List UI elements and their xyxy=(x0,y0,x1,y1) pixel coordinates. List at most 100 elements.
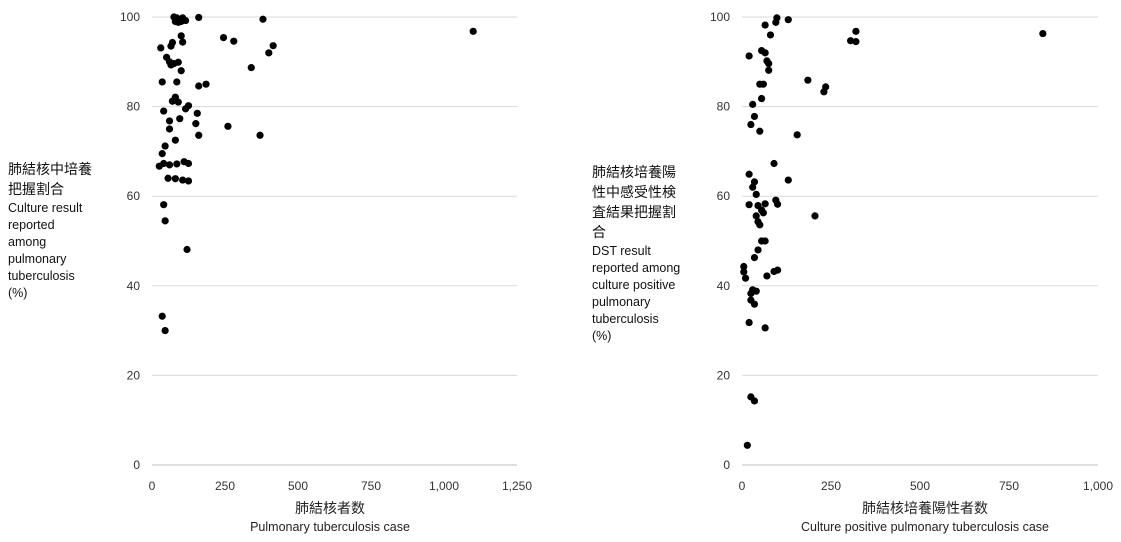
chart-2-point xyxy=(774,200,782,208)
chart-2-x-tick-label: 750 xyxy=(999,479,1019,493)
chart-1-point xyxy=(181,16,190,25)
chart-1-point xyxy=(165,117,174,125)
chart-1-point xyxy=(202,80,210,88)
chart-2-y-title-jp-line: 合 xyxy=(592,225,606,241)
chart-1-y-tick-label: 0 xyxy=(133,458,140,472)
chart-1-y-title-en-line: (%) xyxy=(8,286,28,300)
chart-1-point xyxy=(177,32,185,40)
chart-2-point xyxy=(756,221,764,229)
chart-1-point xyxy=(195,131,203,139)
chart-1-point xyxy=(247,64,255,72)
chart-2-point xyxy=(770,159,778,168)
chart-2-point xyxy=(846,37,855,45)
chart-2-point xyxy=(772,18,780,26)
chart-1-point xyxy=(155,162,163,170)
chart-2-x-axis-title: 肺結核培養陽性者数 Culture positive pulmonary tub… xyxy=(760,499,1090,535)
chart-1-y-tick-label: 40 xyxy=(127,279,141,293)
chart-2-y-title-en-line: (%) xyxy=(592,329,612,343)
chart-1-point xyxy=(256,131,264,139)
chart-1-point xyxy=(184,159,193,168)
chart-2-y-title-jp-line: 性中感受性検 xyxy=(592,185,676,201)
chart-2-y-title-jp-line: 査結果把握割 xyxy=(592,205,676,221)
chart-1-point xyxy=(157,44,165,52)
chart-2-point xyxy=(852,27,860,35)
chart-2-point xyxy=(770,267,778,276)
chart-1-point xyxy=(171,17,179,26)
chart-1-point xyxy=(160,107,168,115)
chart-1-y-title-en-line: reported xyxy=(8,218,55,232)
chart-1-point xyxy=(173,160,181,168)
chart-1-y-title-jp-line: 把握割合 xyxy=(8,182,64,198)
chart-1-x-tick-label: 500 xyxy=(288,479,308,493)
chart-2-x-title-jp: 肺結核培養陽性者数 xyxy=(862,501,988,517)
chart-2-point xyxy=(765,59,773,68)
chart-2-point xyxy=(761,237,769,245)
chart-2-y-title-en-line: pulmonary xyxy=(592,295,651,309)
chart-2-point xyxy=(752,212,760,220)
chart-1-point xyxy=(158,78,166,86)
chart-1-y-tick-label: 80 xyxy=(127,100,141,114)
chart-1-y-tick-label: 60 xyxy=(127,189,141,203)
chart-2-point xyxy=(756,127,764,135)
chart-2-point xyxy=(750,397,759,405)
chart-2-plot: 0 20 40 60 80 100 0 250 500 750 1,000 xyxy=(710,10,1113,493)
chart-2-point xyxy=(743,441,751,449)
chart-1-point xyxy=(165,161,174,169)
chart-1-point xyxy=(195,13,203,22)
chart-1-point xyxy=(181,105,190,113)
chart-2-point xyxy=(750,112,759,121)
chart-1-point xyxy=(158,312,166,320)
chart-2-y-title-en-line: DST result xyxy=(592,244,651,258)
chart-1-point xyxy=(179,38,187,46)
chart-2-point xyxy=(745,201,753,209)
chart-2-point xyxy=(747,120,755,129)
chart-1-x-tick-label: 250 xyxy=(215,479,235,493)
chart-2-point xyxy=(852,38,860,46)
chart-1-point xyxy=(161,327,169,335)
chart-2-point xyxy=(763,272,771,280)
chart-2-point xyxy=(759,209,767,217)
chart-1-point xyxy=(183,245,191,254)
chart-2-point xyxy=(750,300,759,308)
chart-1-y-title-jp-line: 肺結核中培養 xyxy=(8,162,92,178)
chart-1-point xyxy=(219,34,228,42)
chart-1-plot: 0 20 40 60 80 100 0 250 500 750 1,000 1,250 xyxy=(120,10,532,493)
chart-2-point xyxy=(740,262,748,271)
chart-1-point xyxy=(269,42,277,50)
chart-1-point xyxy=(265,49,273,57)
chart-2-point xyxy=(1039,29,1047,38)
chart-2-y-tick-label: 0 xyxy=(723,458,730,472)
chart-2-y-title-en-line: reported among xyxy=(592,261,681,275)
chart-2-point xyxy=(793,131,801,139)
chart-2-y-tick-label: 80 xyxy=(717,100,731,114)
chart-2-x-tick-label: 250 xyxy=(821,479,841,493)
chart-1-point xyxy=(170,59,178,68)
chart-2-point xyxy=(757,94,766,103)
chart-1-point xyxy=(158,150,166,158)
chart-2-point xyxy=(765,66,773,74)
chart-2-point xyxy=(820,88,828,96)
chart-1-y-tick-label: 100 xyxy=(120,10,140,24)
chart-1-x-tick-label: 1,000 xyxy=(429,479,459,493)
chart-1-y-tick-label: 20 xyxy=(127,368,141,382)
chart-2-point xyxy=(766,31,775,39)
chart-2-point xyxy=(784,16,792,24)
chart-1-point xyxy=(179,176,187,184)
chart-1-point xyxy=(171,136,179,144)
chart-1-x-tick-label: 0 xyxy=(149,479,156,493)
chart-2-y-title-en-line: culture positive xyxy=(592,278,676,292)
chart-2-point xyxy=(745,318,753,327)
chart-2-point xyxy=(761,200,769,208)
chart-2-y-tick-label: 40 xyxy=(717,279,731,293)
chart-1-point xyxy=(161,142,169,150)
chart-1-point xyxy=(193,109,201,117)
chart-1-x-tick-label: 750 xyxy=(361,479,381,493)
chart-1-point xyxy=(161,217,169,225)
chart-1-point xyxy=(168,97,177,105)
chart-1-point xyxy=(469,27,477,35)
chart-2-x-tick-label: 500 xyxy=(910,479,930,493)
chart-1-x-tick-label: 1,250 xyxy=(502,479,532,493)
chart-2-point xyxy=(804,76,812,84)
chart-2-y-title-en-line: tuberculosis xyxy=(592,312,659,326)
